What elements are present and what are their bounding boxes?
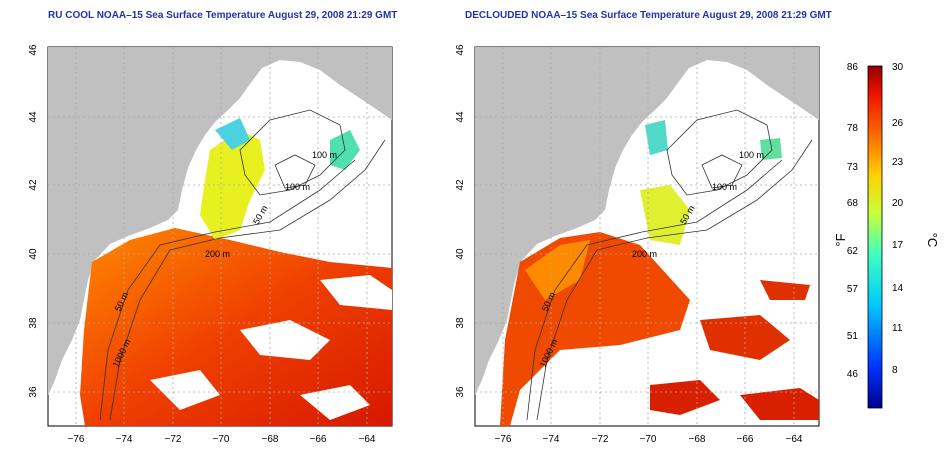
right-map-panel: 100 m 100 m 50 m 200 m 50 m 1000 m 46 44… bbox=[455, 44, 820, 445]
left-lon-tick: −76 bbox=[68, 434, 85, 445]
right-contour-label: 200 m bbox=[632, 249, 657, 259]
left-lat-tick: 46 bbox=[28, 44, 39, 56]
left-panel-title: RU COOL NOAA–15 Sea Surface Temperature … bbox=[48, 10, 398, 21]
left-sst-cool bbox=[200, 130, 265, 240]
celsius-tick: 30 bbox=[892, 62, 904, 73]
left-lat-tick: 40 bbox=[28, 248, 39, 260]
right-lat-tick: 44 bbox=[455, 111, 466, 123]
fahrenheit-tick: 68 bbox=[847, 198, 859, 209]
left-contour-label: 200 m bbox=[205, 249, 230, 259]
left-lon-tick: −68 bbox=[262, 434, 279, 445]
right-lon-tick: −74 bbox=[543, 434, 560, 445]
left-lat-tick: 38 bbox=[28, 317, 39, 329]
right-lon-tick: −72 bbox=[592, 434, 609, 445]
fahrenheit-tick: 78 bbox=[847, 123, 859, 134]
left-lon-tick: −64 bbox=[359, 434, 376, 445]
right-contour-label: 100 m bbox=[712, 182, 737, 192]
right-lon-tick: −70 bbox=[640, 434, 657, 445]
left-lon-tick: −74 bbox=[116, 434, 133, 445]
left-lon-tick: −72 bbox=[165, 434, 182, 445]
colorbar: 86 78 73 68 62 57 51 46 30 26 23 20 17 1… bbox=[833, 62, 940, 409]
right-contour-label: 100 m bbox=[739, 150, 764, 160]
celsius-label: °C bbox=[925, 233, 940, 248]
right-lat-tick: 38 bbox=[455, 317, 466, 329]
fahrenheit-label: °F bbox=[833, 233, 848, 246]
left-sst-warm bbox=[80, 228, 392, 426]
fahrenheit-tick: 73 bbox=[847, 162, 859, 173]
fahrenheit-tick: 62 bbox=[847, 246, 859, 257]
fahrenheit-tick: 51 bbox=[847, 331, 859, 342]
celsius-tick: 11 bbox=[892, 323, 903, 334]
celsius-tick: 26 bbox=[892, 118, 904, 129]
left-contour-label: 100 m bbox=[312, 150, 337, 160]
left-lon-tick: −66 bbox=[310, 434, 327, 445]
right-lat-tick: 42 bbox=[455, 179, 466, 191]
left-lon-tick: −70 bbox=[213, 434, 230, 445]
celsius-tick: 20 bbox=[892, 198, 904, 209]
celsius-tick: 8 bbox=[892, 365, 898, 376]
right-lat-tick: 36 bbox=[455, 386, 466, 398]
left-map-panel: 100 m 100 m 50 m 200 m 50 m 1000 m 46 44… bbox=[28, 44, 393, 445]
left-lat-tick: 44 bbox=[28, 111, 39, 123]
right-lat-tick: 40 bbox=[455, 248, 466, 260]
celsius-tick: 17 bbox=[892, 240, 904, 251]
celsius-tick: 23 bbox=[892, 157, 904, 168]
fahrenheit-tick: 57 bbox=[847, 284, 859, 295]
right-lon-tick: −66 bbox=[737, 434, 754, 445]
left-lat-tick: 42 bbox=[28, 179, 39, 191]
right-land-mass bbox=[475, 47, 819, 395]
celsius-tick: 14 bbox=[892, 283, 904, 294]
right-lon-tick: −68 bbox=[689, 434, 706, 445]
fahrenheit-tick: 86 bbox=[847, 62, 859, 73]
fahrenheit-tick: 46 bbox=[847, 369, 859, 380]
colorbar-ramp bbox=[867, 65, 883, 409]
left-lat-tick: 36 bbox=[28, 386, 39, 398]
right-lat-tick: 46 bbox=[455, 44, 466, 56]
left-land-mass bbox=[48, 47, 392, 395]
right-lon-tick: −76 bbox=[495, 434, 512, 445]
left-contour-label: 100 m bbox=[285, 182, 310, 192]
right-panel-title: DECLOUDED NOAA–15 Sea Surface Temperatur… bbox=[465, 10, 832, 21]
right-lon-tick: −64 bbox=[786, 434, 803, 445]
